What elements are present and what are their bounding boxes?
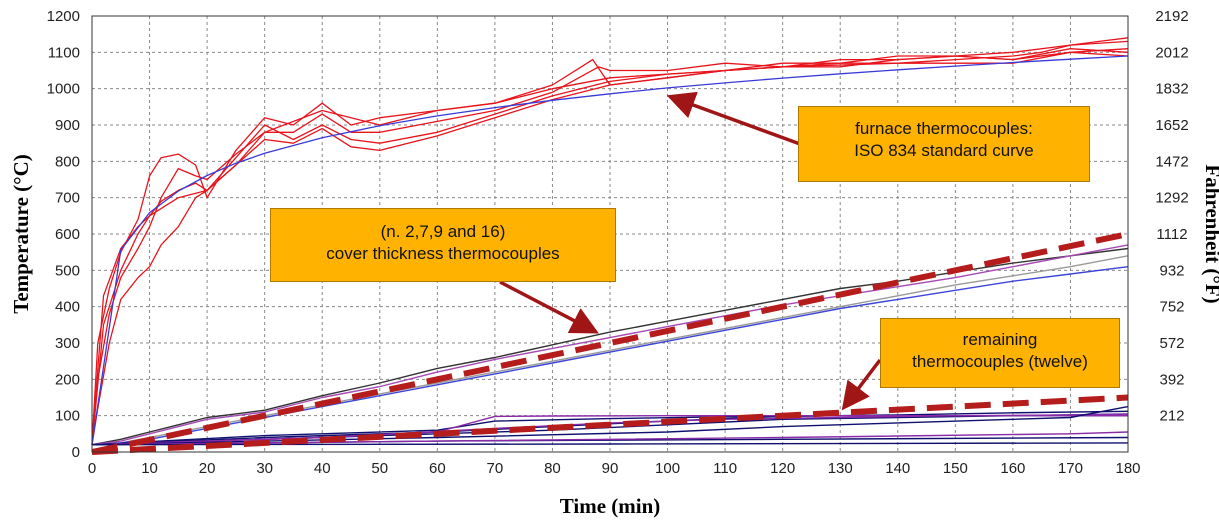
y-axis-label: Temperature (°C) [9, 154, 33, 313]
x-tick-label: 120 [770, 460, 795, 477]
callout-furnace: furnace thermocouples: ISO 834 standard … [798, 106, 1090, 182]
grid [92, 16, 1128, 452]
y-tick-labels: 0 100 200 300 400 500 600 700 800 900 1000 1100 1200 [47, 8, 80, 461]
callout-remaining: remaining thermocouples (twelve) [880, 318, 1120, 388]
callout-cover-line2: cover thickness thermocouples [326, 244, 560, 263]
annotation-arrow [841, 358, 882, 411]
y2-tick-label: 1292 [1155, 190, 1188, 207]
y-tick-label: 500 [55, 262, 80, 279]
series-line-furnace [91, 48, 1129, 445]
x-tick-label: 60 [429, 460, 446, 477]
y2-tick-label: 2012 [1155, 44, 1188, 61]
y2-tick-label: 932 [1159, 262, 1184, 279]
series-line-furnace [91, 48, 1129, 445]
x-tick-label: 80 [544, 460, 561, 477]
y-tick-label: 1200 [47, 8, 80, 25]
x-tick-label: 0 [88, 460, 96, 477]
y-tick-label: 700 [55, 190, 80, 207]
y-tick-label: 1100 [48, 44, 80, 61]
x-tick-label: 50 [371, 460, 388, 477]
x-tick-label: 140 [885, 460, 910, 477]
y2-tick-label: 392 [1159, 371, 1184, 388]
x-tick-label: 100 [655, 460, 680, 477]
series-line-cover_gray [91, 255, 1129, 446]
callout-cover-line1: (n. 2,7,9 and 16) [380, 222, 506, 241]
y-tick-label: 200 [55, 371, 80, 388]
y-tick-label: 600 [55, 226, 80, 243]
y-tick-label: 0 [72, 444, 80, 461]
plot-frame [91, 15, 1129, 453]
y-tick-label: 1000 [47, 81, 80, 98]
callout-remaining-line1: remaining [962, 330, 1038, 349]
x-tick-label: 20 [199, 460, 216, 477]
x-tick-label: 40 [314, 460, 331, 477]
callout-furnace-line2: ISO 834 standard curve [854, 141, 1034, 160]
y-tick-label: 400 [55, 299, 80, 316]
callout-furnace-line1: furnace thermocouples: [855, 119, 1033, 138]
series-line-iso [91, 55, 1129, 445]
series-line-cover_blue [91, 266, 1129, 446]
trend-lines [91, 231, 1129, 455]
dashed-line-cover_trend [91, 231, 1129, 455]
y-tick-label: 800 [55, 153, 80, 170]
y2-tick-label: 1832 [1155, 81, 1188, 98]
x-tick-label: 30 [256, 460, 273, 477]
y2-tick-label: 212 [1159, 408, 1184, 425]
y-tick-label: 100 [55, 408, 80, 425]
annotation-arrow [499, 280, 599, 334]
callout-cover: (n. 2,7,9 and 16) cover thickness thermo… [270, 208, 616, 282]
y2-tick-label: 572 [1159, 335, 1184, 352]
dashed-line-remaining_trend [91, 394, 1129, 455]
x-tick-label: 130 [828, 460, 853, 477]
y2-tick-label: 1472 [1155, 153, 1188, 170]
x-tick-label: 160 [1000, 460, 1025, 477]
y2-axis-label: Fahrenheit (°F) [1201, 164, 1219, 303]
x-tick-label: 70 [487, 460, 504, 477]
x-tick-label: 90 [602, 460, 619, 477]
x-tick-label: 10 [141, 460, 158, 477]
x-tick-label: 150 [943, 460, 968, 477]
x-tick-label: 110 [713, 460, 737, 477]
y2-tick-label: 1112 [1156, 226, 1187, 243]
y2-tick-label: 2192 [1155, 8, 1188, 25]
x-tick-label: 180 [1115, 460, 1140, 477]
annotation-arrow [666, 91, 801, 146]
callout-remaining-line2: thermocouples (twelve) [912, 352, 1088, 371]
x-tick-labels: 0 10 20 30 40 50 60 70 80 90 100 110 120 130 140 150 160… [88, 460, 1141, 477]
y-tick-label: 900 [55, 117, 80, 134]
y2-tick-labels: 212 392 572 752 932 1112 1292 1472 1652 1832 2012 2… [1155, 8, 1188, 425]
y2-tick-label: 752 [1159, 299, 1184, 316]
y-tick-label: 300 [55, 335, 80, 352]
x-axis-label: Time (min) [560, 494, 661, 518]
x-tick-label: 170 [1058, 460, 1083, 477]
series-line-remaining_navy [91, 405, 1129, 446]
y2-tick-label: 1652 [1155, 117, 1188, 134]
series-line-cover_purple [91, 244, 1129, 446]
annotation-arrows [499, 91, 882, 411]
